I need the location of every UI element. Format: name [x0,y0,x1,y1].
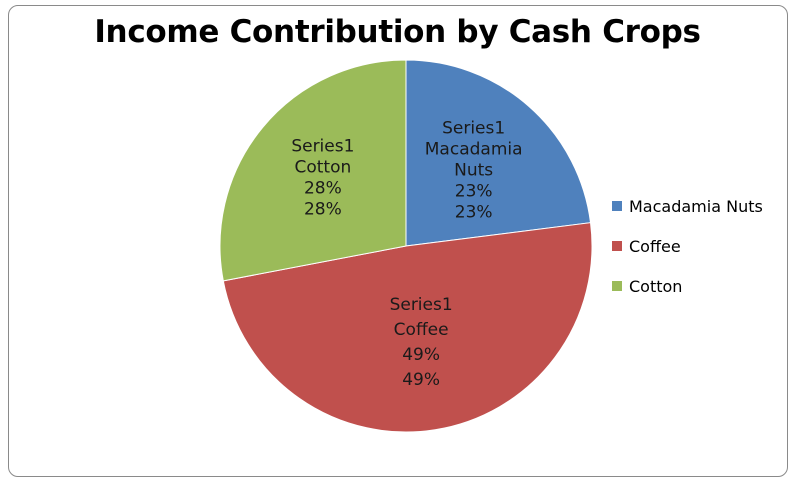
data-label-coffee: Series1 Coffee 49% 49% [390,295,453,390]
legend-item-coffee: Coffee [612,236,763,256]
legend-item-macadamia-nuts: Macadamia Nuts [612,196,763,216]
data-label-cotton: Series1 Cotton 28% 28% [291,137,354,220]
legend-swatch [612,201,622,211]
legend-label: Macadamia Nuts [629,196,763,216]
legend-label: Cotton [629,276,683,296]
data-label-macadamia-nuts: Series1 Macadamia Nuts 23% 23% [425,118,523,222]
legend-swatch [612,241,622,251]
pie-slice-macadamia-nuts [405,59,592,247]
legend-swatch [612,281,622,291]
pie-slice-coffee [222,222,593,433]
chart-title: Income Contribution by Cash Crops [94,14,701,50]
pie-slice-cotton [219,59,407,282]
legend: Macadamia Nuts Coffee Cotton [612,196,763,316]
legend-label: Coffee [629,236,681,256]
legend-item-cotton: Cotton [612,276,763,296]
